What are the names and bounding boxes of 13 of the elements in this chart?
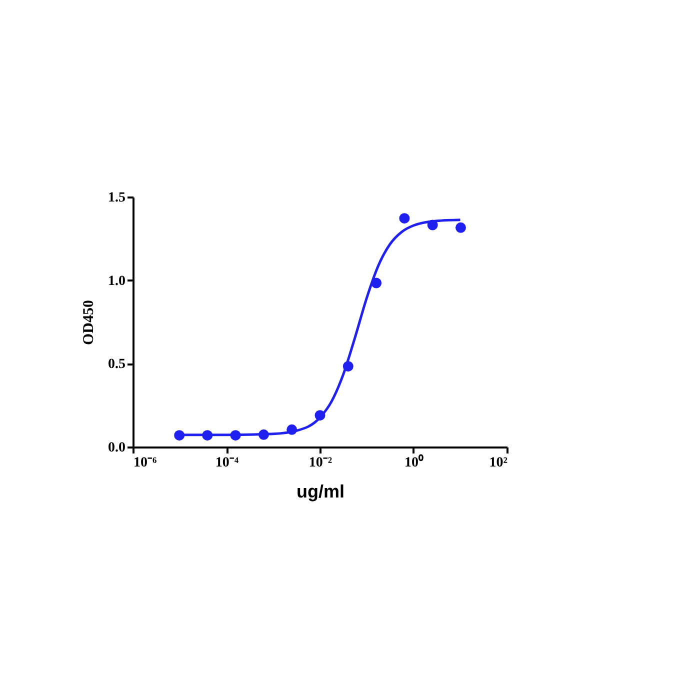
x-tick-label: 10⁰ <box>404 454 424 470</box>
x-tick-label: 10⁻⁴ <box>215 456 240 470</box>
x-tick-label: 10⁻⁶ <box>134 456 157 470</box>
y-tick-label: 1.5 <box>108 190 126 206</box>
y-axis-title: OD450 <box>81 300 97 345</box>
point <box>399 213 410 224</box>
x-tick-label: 10² <box>489 456 508 470</box>
y-tick-label: 0.5 <box>108 357 126 372</box>
y-tick-label: 0.0 <box>108 440 126 456</box>
x-tick-label: 10⁻² <box>308 456 332 470</box>
point <box>455 222 466 233</box>
y-tick-label: 1.0 <box>108 274 126 289</box>
x-axis-title: ug/ml <box>296 482 344 502</box>
